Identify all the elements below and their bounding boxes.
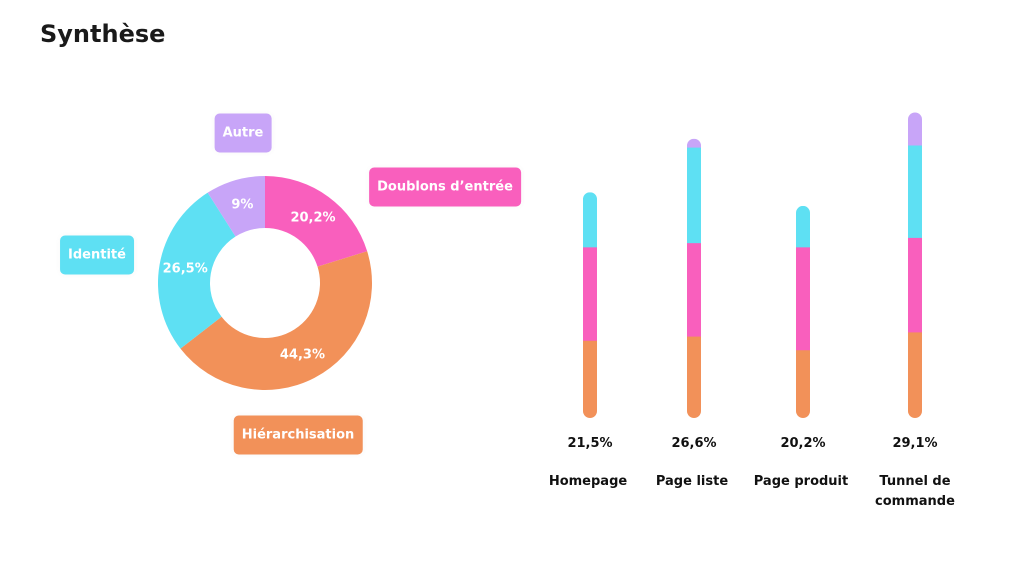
bar-segment — [908, 331, 922, 418]
bar-segment — [583, 340, 597, 418]
bar-stack — [687, 138, 701, 418]
bar-category-label: Page produit — [753, 474, 849, 489]
bar-segment — [687, 242, 701, 337]
page-title: Synthèse — [40, 20, 166, 48]
bar-segment — [583, 246, 597, 341]
bar-stack — [796, 205, 810, 418]
bar-segment — [796, 246, 810, 351]
bar-segment — [687, 147, 701, 244]
category-label: Autre — [214, 113, 272, 153]
donut-slice — [180, 251, 372, 391]
bar-category-label: Homepage — [548, 474, 628, 489]
bar-segment — [687, 138, 701, 148]
bar-segment — [796, 205, 810, 248]
bar-segment — [908, 237, 922, 333]
category-label: Doublons d’entrée — [369, 167, 521, 207]
donut-slice — [265, 176, 368, 267]
bar-segment — [796, 349, 810, 418]
slice-label: 44,3% — [280, 347, 325, 362]
bar-stack — [908, 112, 922, 418]
bar-total-label: 21,5% — [567, 436, 613, 451]
bar-category-label: Tunnel de commande — [875, 474, 955, 509]
donut-slice — [207, 176, 265, 237]
bar-segment — [908, 112, 922, 146]
slice-label: 26,5% — [163, 262, 208, 277]
slice-label: 20,2% — [290, 210, 335, 225]
bar-total-label: 20,2% — [780, 436, 826, 451]
donut-slice — [158, 192, 236, 349]
category-label: Identité — [60, 235, 134, 275]
bar-category-label: Page liste — [655, 474, 729, 489]
bar-segment — [687, 336, 701, 418]
bar-segment — [583, 192, 597, 248]
bar-segment — [908, 145, 922, 238]
slice-label: 9% — [231, 198, 253, 213]
bar-stack — [583, 192, 597, 418]
category-label: Hiérarchisation — [233, 415, 363, 455]
bar-total-label: 26,6% — [671, 436, 717, 451]
bar-total-label: 29,1% — [892, 436, 938, 451]
